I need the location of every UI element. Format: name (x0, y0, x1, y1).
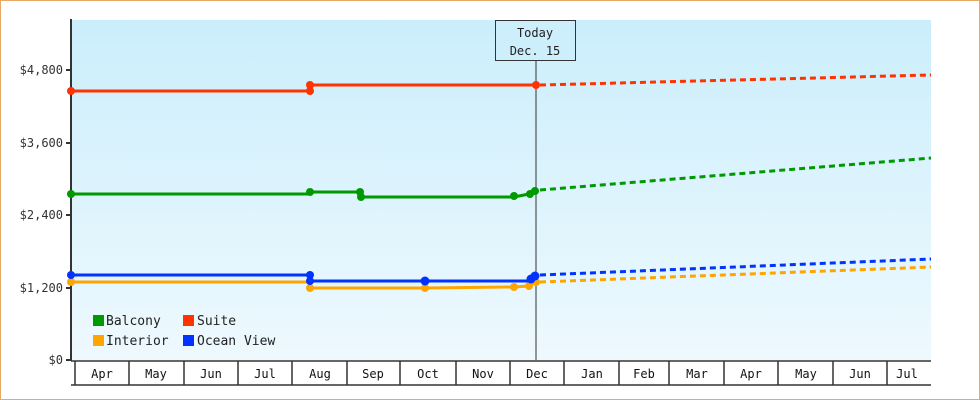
y-tick-label: $4,800 (20, 63, 63, 77)
month-label: Jan (581, 367, 603, 381)
legend-label: Interior (106, 334, 169, 349)
month-label: Jun (200, 367, 222, 381)
series-suite[interactable] (67, 73, 932, 95)
y-tick-label: $2,400 (20, 208, 63, 222)
y-tick-label: $1,200 (20, 281, 63, 295)
y-tick-label: $3,600 (20, 136, 63, 150)
today-label: Today (517, 26, 553, 40)
legend-label: Ocean View (197, 334, 275, 349)
month-label: Feb (633, 367, 655, 381)
legend-label: Suite (197, 314, 236, 329)
month-label: Jul (254, 367, 276, 381)
today-date: Dec. 15 (510, 44, 561, 58)
month-label: Aug (309, 367, 331, 381)
series-balcony[interactable] (67, 156, 932, 201)
legend: Balcony Suite Interior Ocean View (93, 314, 275, 349)
month-label: Apr (91, 367, 113, 381)
legend-item-ocean-view[interactable]: Ocean View (183, 334, 275, 349)
month-label: Mar (686, 367, 708, 381)
legend-item-balcony[interactable]: Balcony (93, 314, 161, 329)
legend-item-interior[interactable]: Interior (93, 334, 169, 349)
y-ticks (66, 69, 71, 361)
month-label: Dec (526, 367, 548, 381)
today-box[interactable] (495, 20, 576, 61)
month-label: Jul (896, 367, 918, 381)
legend-swatch-suite (183, 315, 194, 326)
month-label: Jun (849, 367, 871, 381)
legend-item-suite[interactable]: Suite (183, 314, 236, 329)
series-ocean-view[interactable] (67, 257, 932, 286)
month-label: Apr (740, 367, 762, 381)
x-axis (71, 360, 931, 386)
month-label: May (795, 367, 817, 381)
legend-label: Balcony (106, 314, 161, 329)
legend-swatch-ocean-view (183, 335, 194, 346)
month-label: May (145, 367, 167, 381)
legend-swatch-interior (93, 335, 104, 346)
month-label: Oct (417, 367, 439, 381)
y-tick-label: $0 (49, 353, 63, 367)
x-month-labels: Apr May Jun Jul Aug Sep Oct Nov Dec Jan … (91, 367, 918, 381)
month-label: Nov (472, 367, 494, 381)
legend-swatch-balcony (93, 315, 104, 326)
plot-area (71, 20, 931, 360)
month-label: Sep (362, 367, 384, 381)
